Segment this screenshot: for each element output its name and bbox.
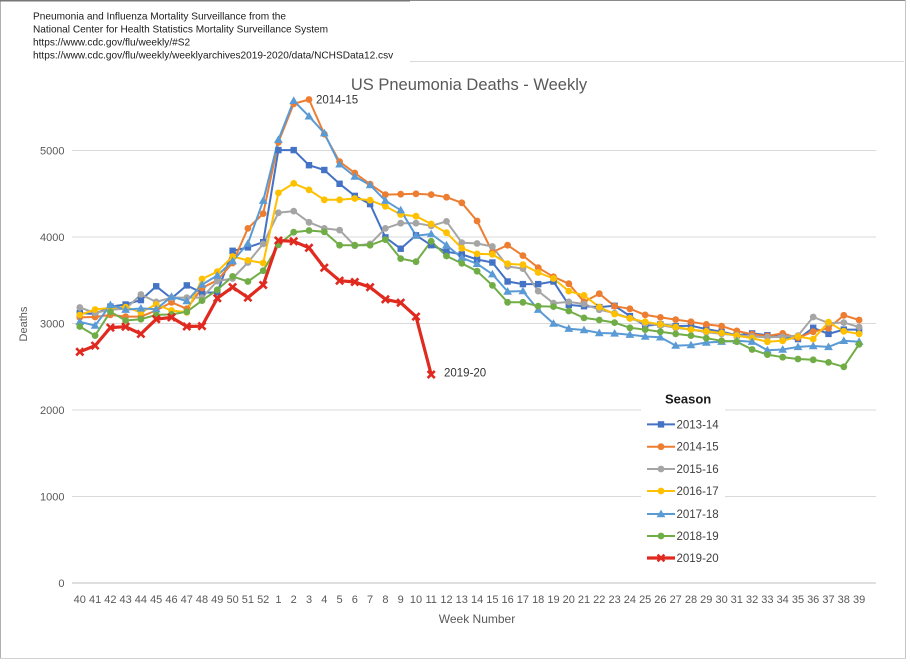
svg-text:8: 8 [382,594,388,606]
svg-text:2015-16: 2015-16 [677,464,719,476]
svg-text:46: 46 [165,594,177,606]
svg-text:48: 48 [196,594,208,606]
svg-text:Week Number: Week Number [439,612,515,626]
svg-text:2019-20: 2019-20 [444,368,486,380]
svg-text:37: 37 [822,594,834,606]
svg-text:41: 41 [89,594,101,606]
svg-text:US Pneumonia Deaths - Weekly: US Pneumonia Deaths - Weekly [351,76,588,94]
svg-text:National Center for Health Sta: National Center for Health Statistics Mo… [33,25,328,36]
svg-text:Pneumonia and Influenza Mortal: Pneumonia and Influenza Mortality Survei… [33,12,286,23]
svg-text:4: 4 [321,594,327,606]
svg-text:14: 14 [471,594,483,606]
svg-text:7: 7 [367,594,373,606]
svg-text:2: 2 [291,594,297,606]
svg-text:2014-15: 2014-15 [677,442,719,454]
svg-text:9: 9 [398,594,404,606]
svg-text:17: 17 [517,594,529,606]
svg-text:30: 30 [715,594,727,606]
svg-text:52: 52 [257,594,269,606]
svg-text:4000: 4000 [40,232,64,244]
svg-text:2014-15: 2014-15 [316,95,358,107]
svg-text:2000: 2000 [40,405,64,417]
svg-text:2016-17: 2016-17 [677,486,719,498]
svg-text:49: 49 [211,594,223,606]
svg-text:47: 47 [181,594,193,606]
svg-text:44: 44 [135,594,147,606]
svg-text:20: 20 [563,594,575,606]
svg-text:21: 21 [578,594,590,606]
svg-text:2017-18: 2017-18 [677,509,719,521]
svg-text:34: 34 [777,594,789,606]
svg-text:15: 15 [486,594,498,606]
svg-text:5000: 5000 [40,146,64,158]
svg-text:13: 13 [456,594,468,606]
svg-text:43: 43 [119,594,131,606]
svg-text:26: 26 [654,594,666,606]
svg-text:1: 1 [275,594,281,606]
svg-text:38: 38 [838,594,850,606]
svg-text:32: 32 [746,594,758,606]
svg-text:11: 11 [425,594,436,606]
svg-text:31: 31 [731,594,743,606]
svg-text:35: 35 [792,594,804,606]
svg-text:51: 51 [242,594,254,606]
svg-text:45: 45 [150,594,162,606]
svg-text:12: 12 [440,594,452,606]
svg-text:https://www.cdc.gov/flu/weekly: https://www.cdc.gov/flu/weekly/#S2 [33,38,190,49]
svg-text:10: 10 [410,594,422,606]
svg-text:24: 24 [624,594,636,606]
svg-text:Season: Season [665,392,711,407]
svg-text:5: 5 [337,594,343,606]
svg-text:19: 19 [547,594,559,606]
svg-text:3000: 3000 [40,319,64,331]
svg-text:42: 42 [104,594,116,606]
svg-text:https://www.cdc.gov/flu/weekly: https://www.cdc.gov/flu/weekly/weeklyarc… [33,51,394,62]
svg-text:0: 0 [58,578,64,590]
svg-text:29: 29 [700,594,712,606]
svg-text:16: 16 [501,594,513,606]
svg-text:28: 28 [685,594,697,606]
svg-text:27: 27 [670,594,682,606]
svg-text:36: 36 [807,594,819,606]
svg-text:1000: 1000 [40,492,64,504]
svg-text:Deaths: Deaths [18,306,30,341]
svg-text:25: 25 [639,594,651,606]
svg-text:2013-14: 2013-14 [677,419,720,431]
svg-text:6: 6 [352,594,358,606]
svg-text:22: 22 [593,594,605,606]
svg-text:40: 40 [74,594,86,606]
svg-text:33: 33 [761,594,773,606]
svg-text:3: 3 [306,594,312,606]
svg-text:39: 39 [853,594,865,606]
svg-text:2018-19: 2018-19 [677,531,719,543]
svg-text:23: 23 [608,594,620,606]
svg-text:50: 50 [226,594,238,606]
svg-text:18: 18 [532,594,544,606]
svg-text:2019-20: 2019-20 [677,553,719,565]
